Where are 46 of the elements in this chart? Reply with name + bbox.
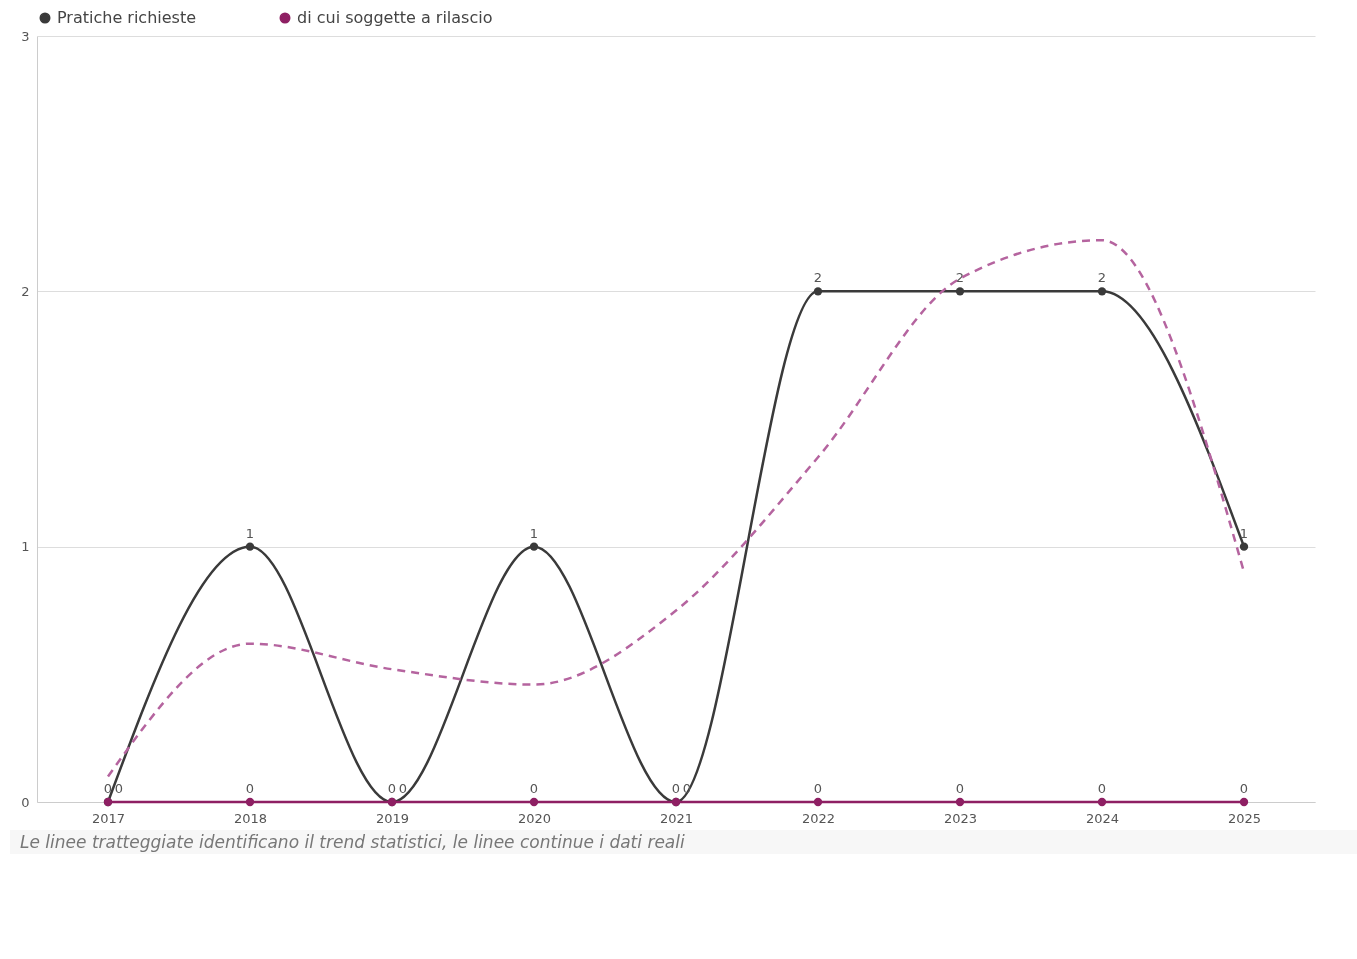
data-label: 0 [387, 781, 397, 796]
x-tick-label: 2024 [1085, 810, 1120, 826]
legend-label: Pratiche richieste [57, 8, 197, 27]
data-label: 0 [1097, 781, 1107, 796]
point [955, 797, 965, 807]
data-label: 0 [682, 781, 692, 796]
data-label: 2 [813, 270, 823, 286]
legend-label: di cui soggette a rilascio [297, 8, 493, 27]
data-label: 0 [1239, 781, 1249, 796]
x-tick-label: 2023 [943, 810, 978, 826]
x-tick-label: 2021 [659, 810, 694, 826]
point [1097, 797, 1107, 807]
x-tick-label: 2017 [91, 810, 126, 826]
point [1239, 542, 1249, 551]
point [813, 287, 823, 296]
point [529, 542, 539, 551]
point [529, 797, 539, 807]
data-label: 2 [955, 270, 965, 286]
y-tick-label: 2 [21, 283, 30, 299]
data-label: 0 [955, 781, 965, 796]
y-tick-label: 0 [21, 794, 30, 810]
y-tick-label: 1 [21, 539, 30, 555]
data-label: 1 [1239, 525, 1249, 541]
data-label: 0 [529, 781, 539, 796]
data-label: 1 [529, 525, 539, 541]
x-tick-label: 2025 [1227, 810, 1262, 826]
data-label: 1 [245, 525, 255, 541]
data-label: 0 [245, 781, 255, 796]
point [1239, 797, 1249, 807]
data-label: 0 [671, 781, 681, 796]
data-label: 2 [1097, 270, 1107, 286]
data-label: 0 [103, 781, 113, 796]
data-label: 0 [398, 781, 408, 796]
point [245, 797, 255, 807]
x-tick-label: 2020 [517, 810, 552, 826]
point [955, 287, 965, 296]
x-tick-label: 2018 [233, 810, 268, 826]
y-tick-label: 3 [21, 28, 30, 44]
point [813, 797, 823, 807]
x-tick-label: 2022 [801, 810, 836, 826]
text: Le linee tratteggiate identificano il trend statistici, le linee continue i dati reali [10, 830, 1357, 854]
point [245, 542, 255, 551]
x-tick-label: 2019 [375, 810, 410, 826]
data-label: 0 [114, 781, 124, 796]
point [1097, 287, 1107, 296]
data-label: 0 [813, 781, 823, 796]
